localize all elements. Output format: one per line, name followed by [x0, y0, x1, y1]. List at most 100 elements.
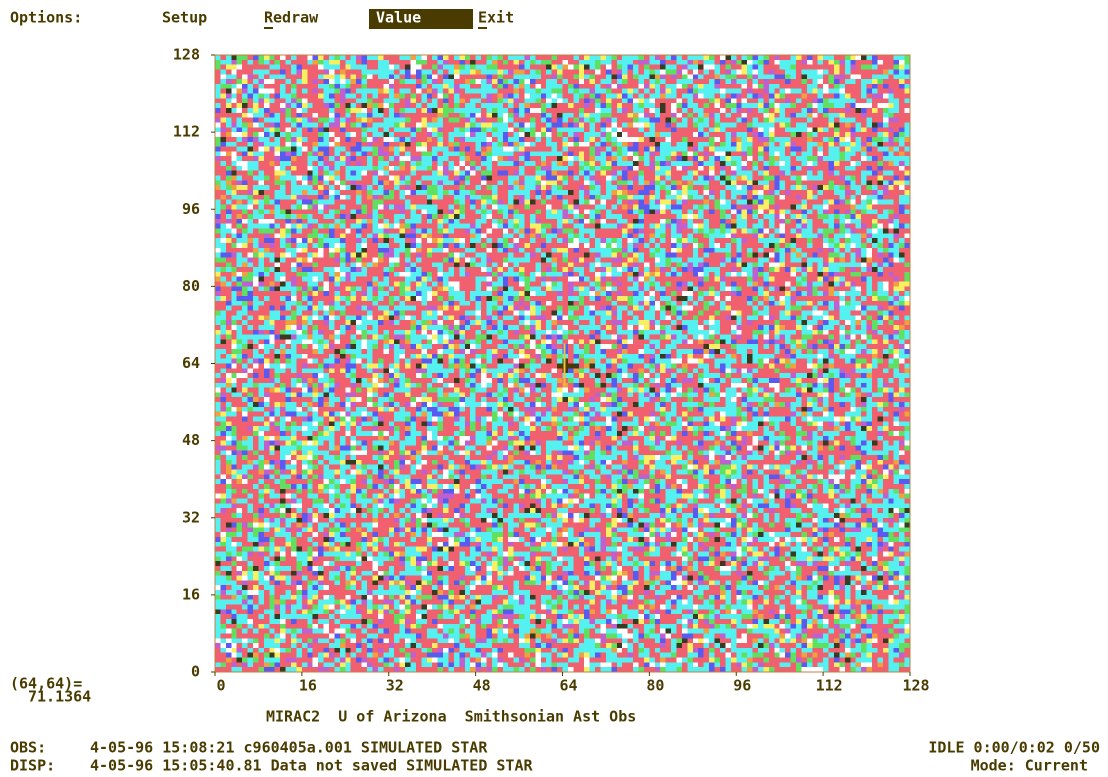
pixel: [400, 79, 406, 84]
pixel: [286, 151, 292, 156]
pixel: [486, 185, 492, 190]
pixel: [780, 89, 786, 94]
pixel: [682, 147, 688, 152]
pixel: [459, 224, 465, 229]
pixel: [747, 60, 753, 65]
pixel: [432, 118, 438, 123]
pixel: [601, 156, 607, 161]
pixel: [579, 190, 585, 195]
pixel: [639, 103, 645, 108]
pixel: [557, 190, 563, 195]
menu-item[interactable]: Exit: [478, 9, 514, 27]
pixel: [275, 166, 281, 171]
pixel: [269, 69, 275, 74]
pixel: [530, 79, 536, 84]
pixel: [367, 132, 373, 137]
pixel: [649, 118, 655, 123]
pixel: [769, 238, 775, 243]
pixel: [677, 214, 683, 219]
pixel: [237, 79, 243, 84]
pixel: [633, 185, 639, 190]
pixel: [372, 190, 378, 195]
pixel: [628, 65, 634, 70]
pixel: [324, 118, 330, 123]
pixel: [340, 200, 346, 205]
menu-item[interactable]: Setup: [162, 9, 207, 27]
pixel: [307, 74, 313, 79]
pixel: [774, 98, 780, 103]
pixel: [763, 161, 769, 166]
pixel: [677, 132, 683, 137]
pixel: [557, 200, 563, 205]
pixel: [649, 137, 655, 142]
menu-item[interactable]: Redraw: [264, 9, 319, 27]
pixel: [617, 156, 623, 161]
pixel: [486, 55, 492, 60]
pixel: [329, 151, 335, 156]
pixel: [486, 108, 492, 113]
pixel: [763, 238, 769, 243]
pixel: [345, 69, 351, 74]
pixel: [291, 127, 297, 132]
pixel: [372, 84, 378, 89]
pixel: [725, 200, 731, 205]
pixel: [639, 219, 645, 224]
pixel: [248, 98, 254, 103]
menu-item-selected[interactable]: Value: [376, 9, 421, 27]
pixel: [514, 229, 520, 234]
pixel: [541, 147, 547, 152]
pixel: [497, 166, 503, 171]
pixel: [704, 171, 710, 176]
pixel: [454, 122, 460, 127]
pixel: [486, 156, 492, 161]
pixel: [861, 151, 867, 156]
pixel: [524, 151, 530, 156]
pixel: [416, 84, 422, 89]
pixel: [269, 127, 275, 132]
pixel: [280, 166, 286, 171]
pixel: [465, 79, 471, 84]
pixel: [253, 229, 259, 234]
pixel: [829, 65, 835, 70]
pixel: [362, 94, 368, 99]
pixel: [579, 98, 585, 103]
pixel: [758, 103, 764, 108]
pixel: [725, 151, 731, 156]
pixel: [448, 219, 454, 224]
pixel: [253, 142, 259, 147]
pixel: [367, 94, 373, 99]
pixel: [682, 94, 688, 99]
pixel: [215, 118, 221, 123]
pixel: [535, 122, 541, 127]
pixel: [812, 142, 818, 147]
pixel: [552, 98, 558, 103]
pixel: [791, 98, 797, 103]
pixel: [389, 55, 395, 60]
pixel: [351, 219, 357, 224]
pixel: [666, 151, 672, 156]
pixel: [671, 137, 677, 142]
pixel: [280, 74, 286, 79]
pixel: [850, 238, 856, 243]
pixel: [220, 79, 226, 84]
pixel: [508, 238, 514, 243]
pixel: [861, 190, 867, 195]
pixel: [639, 113, 645, 118]
pixel: [633, 65, 639, 70]
pixel: [242, 94, 248, 99]
pixel: [416, 204, 422, 209]
pixel: [400, 103, 406, 108]
pixel: [324, 176, 330, 181]
pixel: [546, 69, 552, 74]
pixel: [492, 60, 498, 65]
pixel: [470, 219, 476, 224]
pixel: [231, 132, 237, 137]
pixel: [633, 229, 639, 234]
pixel: [899, 166, 905, 171]
pixel: [595, 98, 601, 103]
pixel: [563, 180, 569, 185]
pixel: [698, 127, 704, 132]
pixel: [416, 94, 422, 99]
pixel: [410, 219, 416, 224]
pixel: [258, 151, 264, 156]
